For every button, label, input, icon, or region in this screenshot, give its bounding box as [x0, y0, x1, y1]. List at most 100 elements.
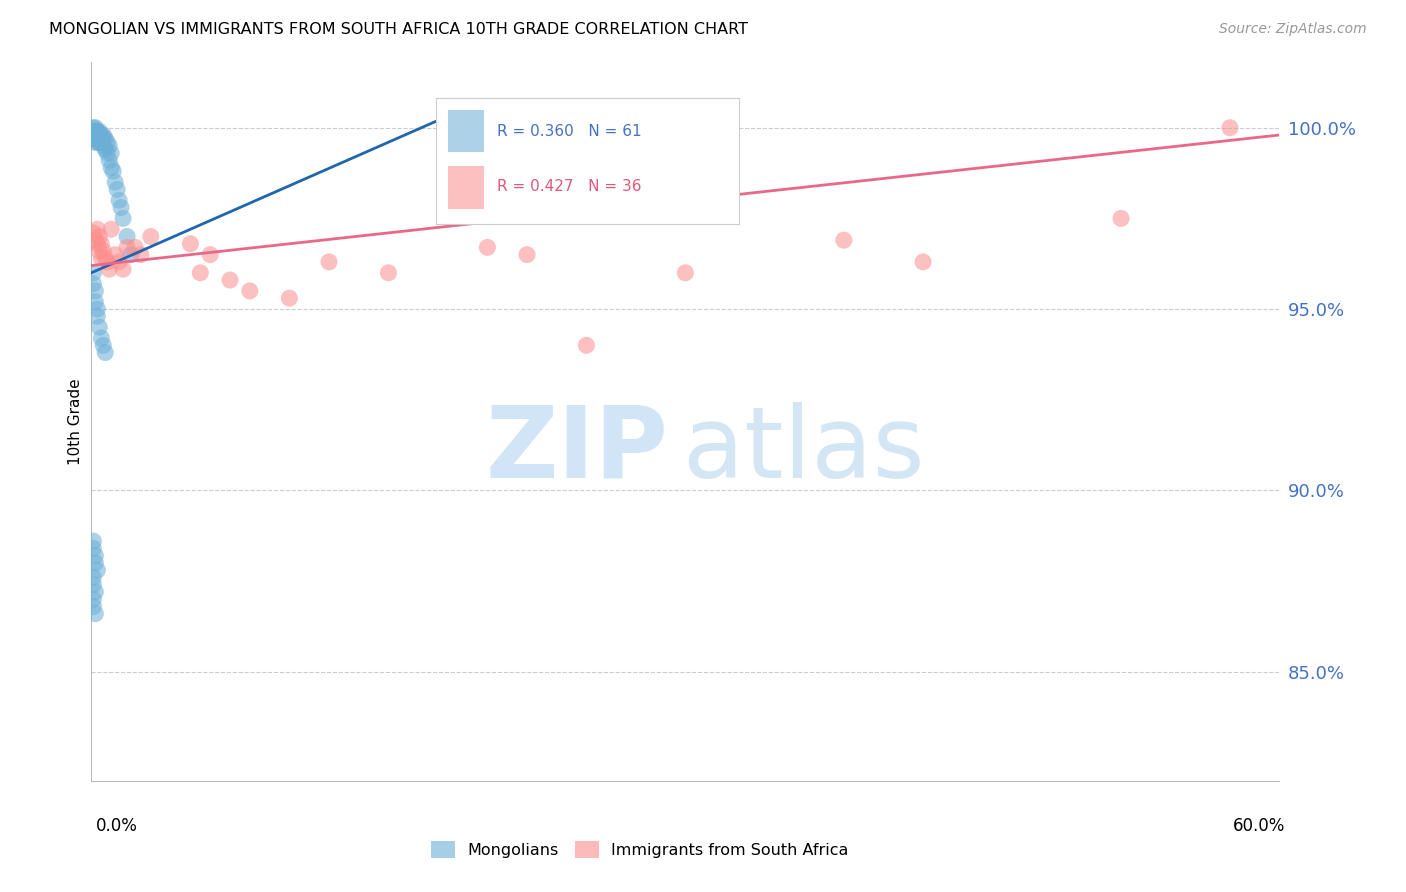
Point: [278, 291, 301, 305]
Point: [90, 331, 112, 345]
Point: [115, 240, 138, 254]
Point: [84, 294, 107, 309]
Point: [91, 131, 114, 145]
Point: [86, 236, 108, 251]
Point: [239, 284, 262, 298]
Point: [911, 255, 934, 269]
Point: [96, 255, 118, 269]
Point: [89, 135, 111, 149]
Point: [112, 262, 135, 277]
Point: [100, 161, 122, 175]
Point: [90, 131, 112, 145]
Point: [90, 128, 112, 142]
Point: [516, 247, 538, 261]
Point: [673, 266, 696, 280]
Point: [82, 534, 104, 549]
Point: [84, 585, 107, 599]
Point: [82, 570, 104, 584]
Point: [86, 563, 108, 577]
Point: [82, 277, 104, 291]
Point: [84, 128, 107, 142]
Point: [200, 247, 222, 261]
Point: [188, 266, 211, 280]
Point: [1219, 120, 1241, 135]
Point: [477, 240, 499, 254]
Point: [82, 541, 104, 556]
Text: ZIP: ZIP: [486, 401, 669, 499]
Point: [91, 244, 114, 258]
Point: [89, 124, 111, 138]
Point: [89, 131, 111, 145]
Point: [82, 124, 104, 138]
Point: [90, 135, 112, 149]
Point: [124, 240, 146, 254]
Point: [82, 128, 104, 142]
Point: [94, 143, 117, 157]
Point: [98, 262, 121, 277]
Point: [1109, 211, 1132, 226]
Point: [89, 128, 111, 142]
Point: [82, 266, 104, 280]
Point: [91, 139, 114, 153]
Point: [377, 266, 399, 280]
Point: [318, 255, 340, 269]
Point: [575, 338, 598, 352]
Point: [129, 247, 152, 261]
Point: [82, 599, 104, 614]
Point: [179, 236, 201, 251]
Point: [86, 128, 108, 142]
Point: [84, 549, 107, 563]
Point: [101, 164, 124, 178]
Point: [84, 284, 107, 298]
Point: [84, 556, 107, 570]
Point: [89, 244, 111, 258]
Point: [112, 211, 135, 226]
Point: [115, 229, 138, 244]
Point: [108, 255, 131, 269]
Point: [84, 607, 107, 621]
Point: [105, 182, 128, 196]
Text: 0.0%: 0.0%: [96, 817, 138, 835]
Point: [86, 131, 108, 145]
Point: [110, 201, 132, 215]
Point: [84, 124, 107, 138]
Point: [100, 146, 122, 161]
Point: [94, 131, 117, 145]
Text: Source: ZipAtlas.com: Source: ZipAtlas.com: [1219, 22, 1367, 37]
Point: [108, 193, 131, 207]
Point: [96, 135, 118, 149]
Point: [98, 139, 121, 153]
Point: [84, 120, 107, 135]
Point: [82, 577, 104, 591]
Point: [94, 345, 117, 359]
Point: [832, 233, 855, 247]
Text: MONGOLIAN VS IMMIGRANTS FROM SOUTH AFRICA 10TH GRADE CORRELATION CHART: MONGOLIAN VS IMMIGRANTS FROM SOUTH AFRIC…: [49, 22, 748, 37]
Point: [86, 135, 108, 149]
Legend: Mongolians, Immigrants from South Africa: Mongolians, Immigrants from South Africa: [425, 835, 855, 864]
Point: [104, 175, 127, 189]
Point: [84, 233, 107, 247]
Point: [89, 229, 111, 244]
Point: [84, 131, 107, 145]
Point: [91, 128, 114, 142]
Point: [90, 252, 112, 266]
Point: [82, 124, 104, 138]
Text: 60.0%: 60.0%: [1233, 817, 1285, 835]
Point: [98, 153, 121, 168]
Point: [120, 247, 142, 261]
Point: [139, 229, 162, 244]
Point: [84, 135, 107, 149]
Point: [96, 146, 118, 161]
Point: [94, 252, 117, 266]
Point: [82, 592, 104, 607]
Point: [82, 131, 104, 145]
Point: [100, 222, 122, 236]
Point: [219, 273, 242, 287]
Point: [104, 247, 127, 261]
Point: [82, 226, 104, 240]
Point: [86, 310, 108, 324]
Point: [86, 301, 108, 316]
Point: [82, 120, 104, 135]
Y-axis label: 10th Grade: 10th Grade: [67, 378, 83, 465]
Point: [86, 124, 108, 138]
